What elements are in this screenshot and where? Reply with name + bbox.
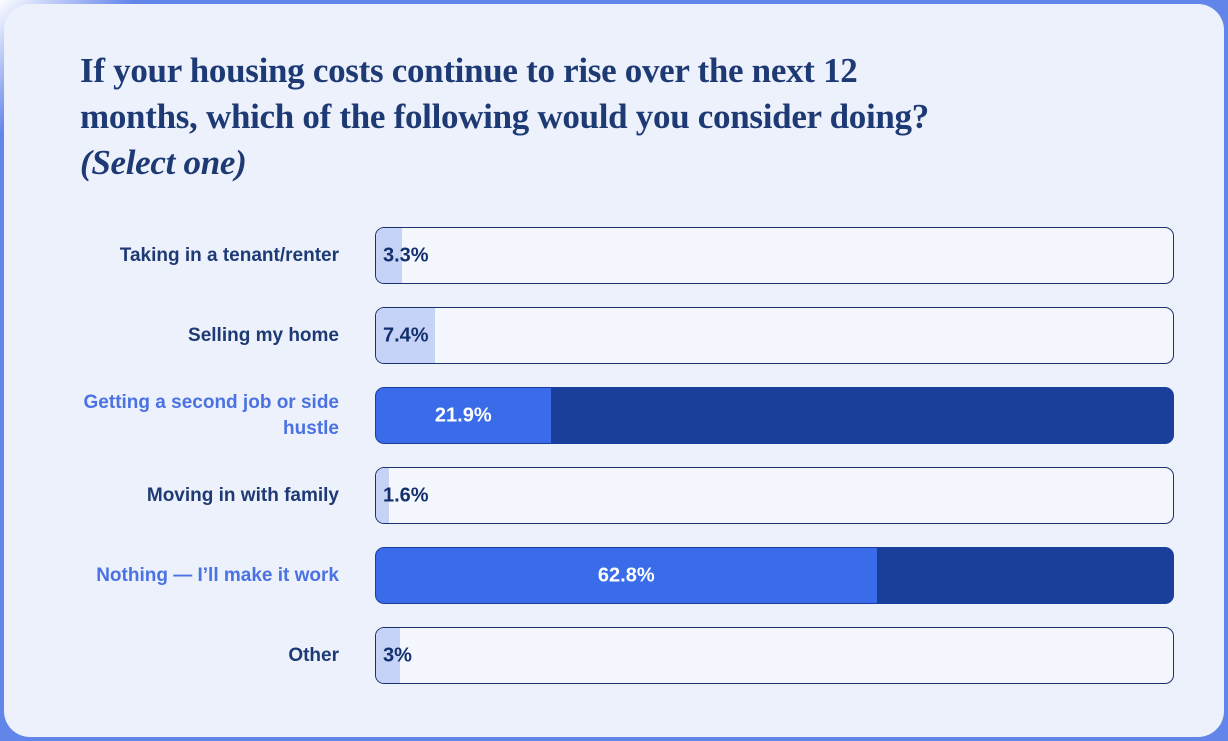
bar-fill: 3% xyxy=(376,628,412,683)
category-label: Moving in with family xyxy=(146,484,339,506)
bar-fill: 21.9% xyxy=(376,388,551,443)
bar-fill: 7.4% xyxy=(376,308,435,363)
category-label: Other xyxy=(288,644,339,666)
bar-value-label: 62.8% xyxy=(597,564,655,586)
bar-row: Other 3% xyxy=(80,627,1174,684)
bar-fill: 1.6% xyxy=(376,468,429,523)
chart-title-line-2: months, which of the following would you… xyxy=(80,97,929,136)
bar-row: Getting a second job or side hustle 21.9… xyxy=(80,387,1174,444)
category-label: Taking in a tenant/renter xyxy=(119,244,339,266)
category-label: Selling my home xyxy=(188,324,339,346)
category-label: Nothing — I’ll make it work xyxy=(96,564,339,586)
chart-title: If your housing costs continue to rise o… xyxy=(80,48,1174,186)
bar-value-label: 3% xyxy=(383,644,412,666)
bar-row: Selling my home 7.4% xyxy=(80,307,1174,364)
chart-title-note: (Select one) xyxy=(80,143,247,182)
bar-track: 3% xyxy=(375,627,1174,684)
bar-value-label: 3.3% xyxy=(383,244,429,266)
bar-value-label: 7.4% xyxy=(383,324,429,346)
bar-track: 3.3% xyxy=(375,227,1174,284)
bar-fill: 3.3% xyxy=(376,228,429,283)
bar-value-label: 1.6% xyxy=(383,484,429,506)
bar-chart: Taking in a tenant/renter 3.3% Selling m… xyxy=(80,227,1174,684)
bar-row: Moving in with family 1.6% xyxy=(80,467,1174,524)
bar-fill: 62.8% xyxy=(376,548,877,603)
bar-track: 1.6% xyxy=(375,467,1174,524)
bar-track: 21.9% xyxy=(375,387,1174,444)
survey-card: If your housing costs continue to rise o… xyxy=(4,4,1224,737)
bar-track: 62.8% xyxy=(375,547,1174,604)
bar-row: Nothing — I’ll make it work 62.8% xyxy=(80,547,1174,604)
bar-value-label: 21.9% xyxy=(434,404,492,426)
bar-row: Taking in a tenant/renter 3.3% xyxy=(80,227,1174,284)
category-label: Getting a second job or side hustle xyxy=(83,391,339,439)
bar-track: 7.4% xyxy=(375,307,1174,364)
chart-title-line-1: If your housing costs continue to rise o… xyxy=(80,51,858,90)
